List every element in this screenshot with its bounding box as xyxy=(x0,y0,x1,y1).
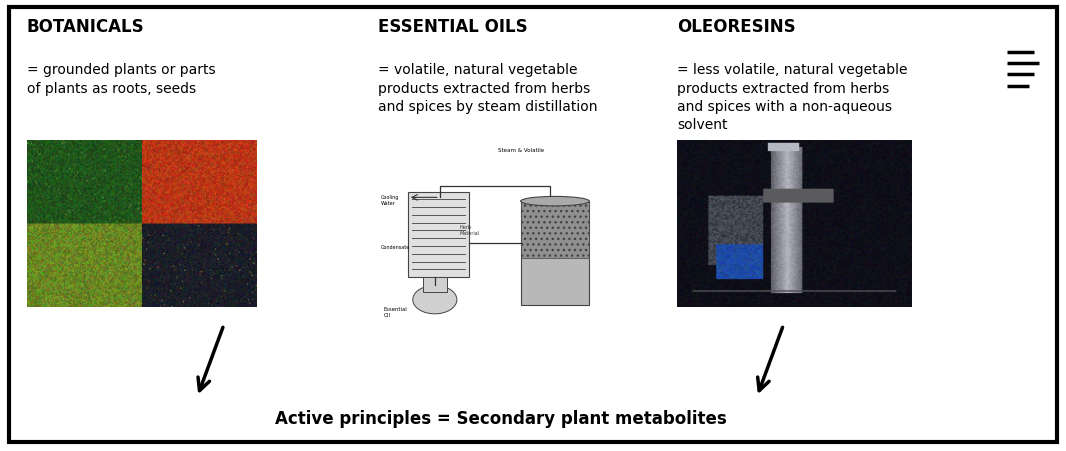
Text: Steam & Volatile: Steam & Volatile xyxy=(498,148,544,153)
Ellipse shape xyxy=(413,285,457,314)
FancyBboxPatch shape xyxy=(9,7,1057,442)
Text: Essential
Oil: Essential Oil xyxy=(384,307,407,318)
Text: ESSENTIAL OILS: ESSENTIAL OILS xyxy=(378,18,528,36)
Bar xyxy=(422,277,447,292)
Text: Cooling
Water: Cooling Water xyxy=(381,195,400,206)
Ellipse shape xyxy=(520,197,589,206)
Bar xyxy=(520,201,589,258)
Bar xyxy=(520,201,589,305)
Text: OLEORESINS: OLEORESINS xyxy=(677,18,795,36)
Bar xyxy=(408,192,469,277)
Text: Herb
Material: Herb Material xyxy=(459,226,480,236)
Text: BOTANICALS: BOTANICALS xyxy=(27,18,144,36)
Text: = volatile, natural vegetable
products extracted from herbs
and spices by steam : = volatile, natural vegetable products e… xyxy=(378,63,598,114)
Text: Condensate: Condensate xyxy=(381,244,410,249)
Text: = less volatile, natural vegetable
products extracted from herbs
and spices with: = less volatile, natural vegetable produ… xyxy=(677,63,907,132)
Text: Active principles = Secondary plant metabolites: Active principles = Secondary plant meta… xyxy=(275,410,727,428)
Text: = grounded plants or parts
of plants as roots, seeds: = grounded plants or parts of plants as … xyxy=(27,63,215,96)
